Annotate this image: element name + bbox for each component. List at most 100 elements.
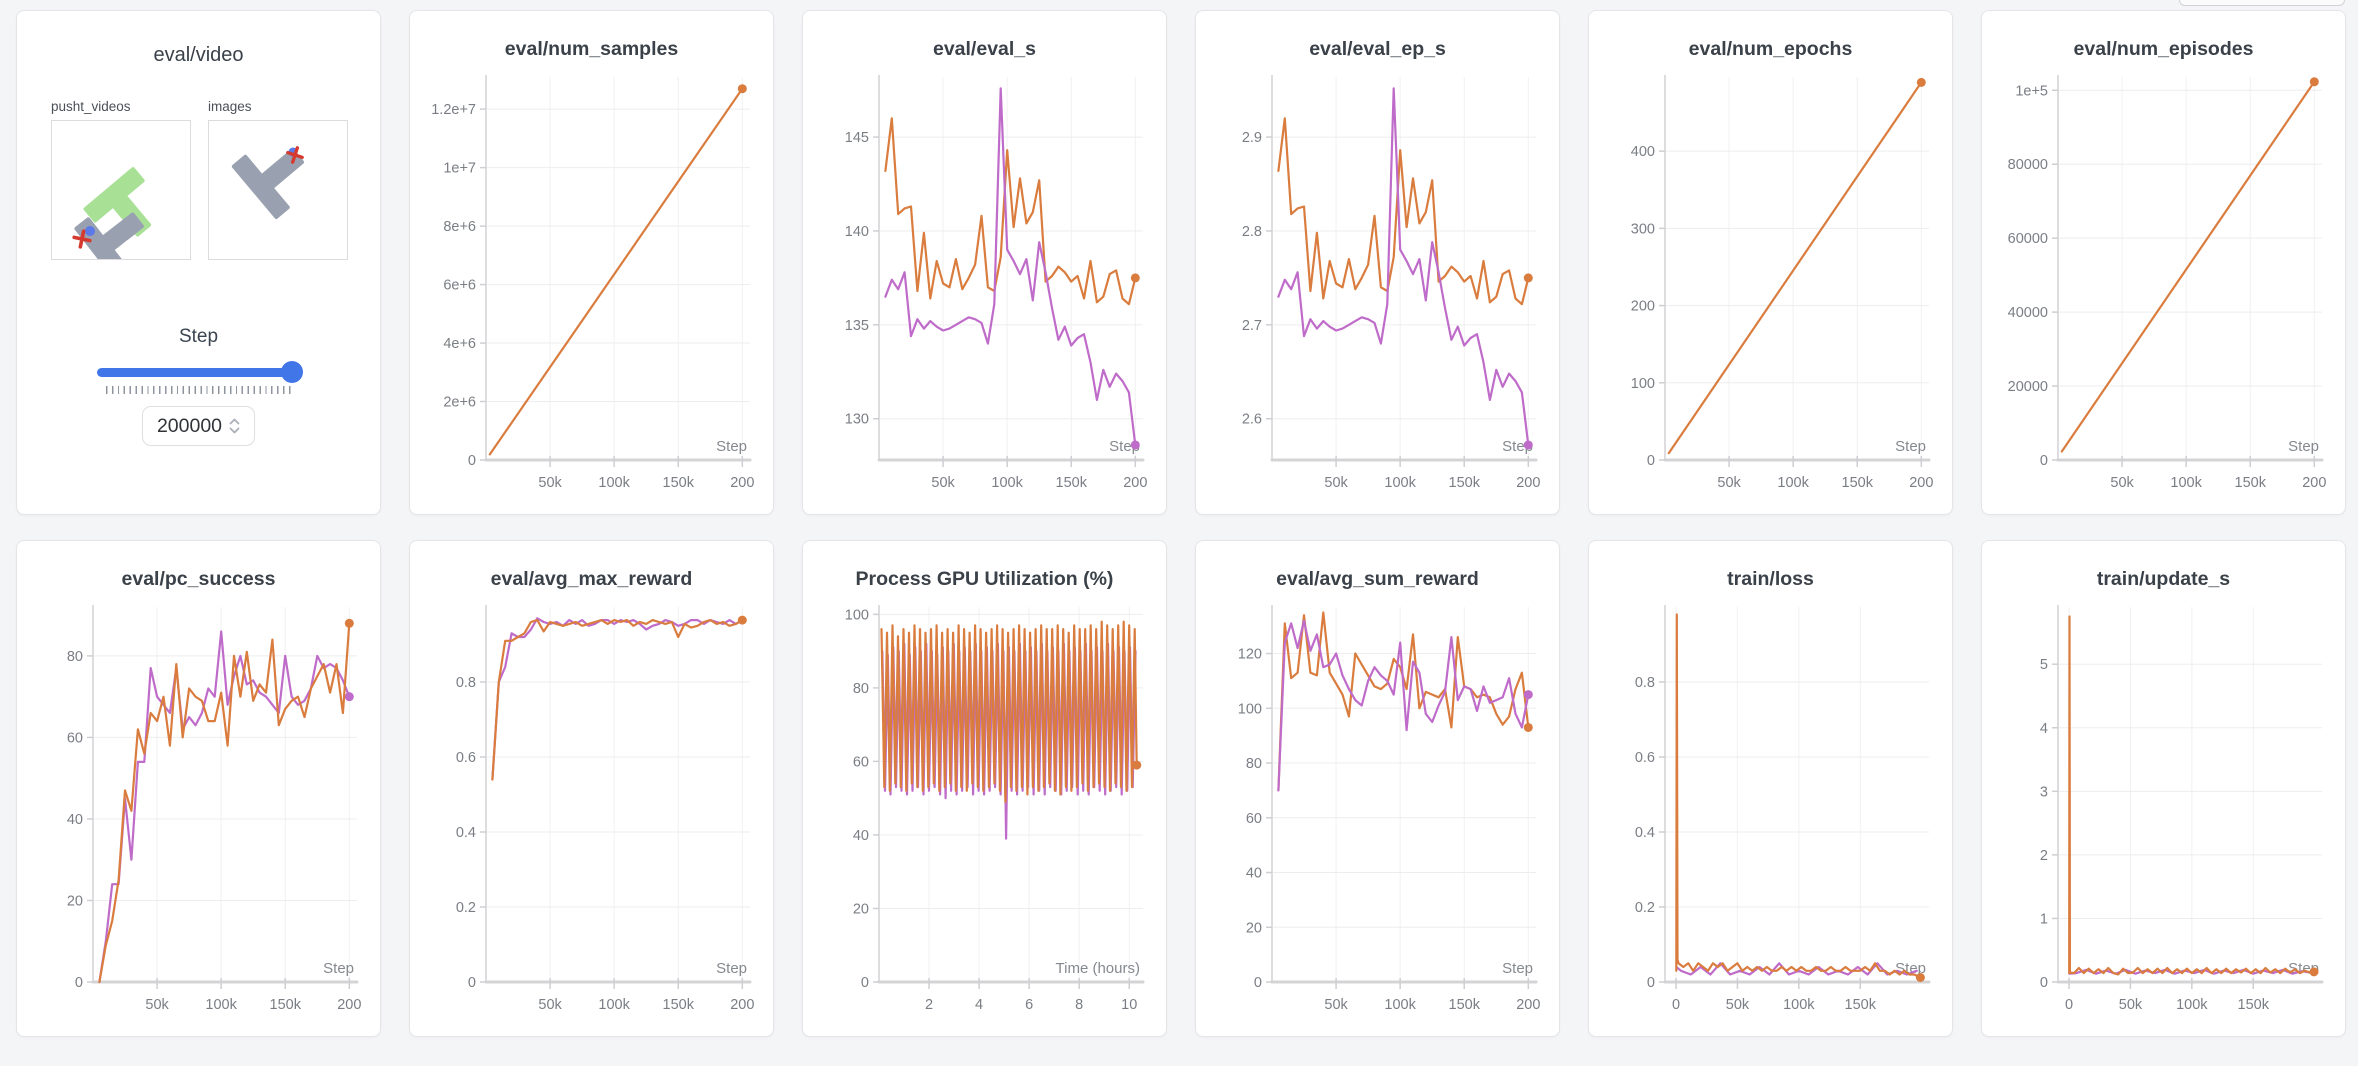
svg-text:80: 80: [853, 681, 869, 697]
svg-text:0: 0: [1647, 453, 1655, 469]
svg-text:300: 300: [1631, 221, 1655, 237]
svg-text:100k: 100k: [1384, 475, 1416, 491]
chart-eval-num-samples[interactable]: 0 2e+6 4e+6 6e+6 8e+6 1e+7 1.2e+7 50k 100k 150k 20…: [424, 69, 761, 504]
svg-text:400: 400: [1631, 144, 1655, 160]
svg-text:0: 0: [468, 975, 476, 991]
svg-text:200: 200: [730, 475, 754, 491]
svg-text:50k: 50k: [2110, 475, 2134, 491]
svg-text:20000: 20000: [2008, 379, 2048, 395]
svg-text:3: 3: [2040, 784, 2048, 800]
panel-eval-pc-success: eval/pc_success 0 20 40 60 80 50k 100k 150k 200 S…: [16, 540, 381, 1037]
chart-title: eval/num_samples: [504, 38, 679, 60]
svg-text:20: 20: [67, 893, 83, 909]
panel-eval-eval-s: eval/eval_s 130 135 140 145 50k 100k 150k 200 St…: [802, 10, 1167, 515]
svg-text:4: 4: [2040, 721, 2048, 737]
svg-text:2.6: 2.6: [1242, 412, 1262, 428]
svg-text:150k: 150k: [663, 475, 695, 491]
chevron-down-icon[interactable]: [229, 427, 240, 434]
media-item: pusht_videos: [51, 99, 191, 280]
step-input[interactable]: 200000: [142, 406, 255, 446]
svg-text:2e+6: 2e+6: [443, 395, 476, 411]
svg-text:Step: Step: [1502, 960, 1533, 977]
chart-title: eval/num_epochs: [1688, 38, 1853, 60]
svg-text:0.4: 0.4: [456, 825, 476, 841]
svg-text:0: 0: [1254, 975, 1262, 991]
svg-text:100k: 100k: [205, 997, 237, 1013]
svg-text:0: 0: [2065, 997, 2073, 1013]
svg-text:20: 20: [853, 901, 869, 917]
svg-text:4: 4: [975, 997, 983, 1013]
chart-title: Process GPU Utilization (%): [855, 568, 1114, 590]
step-slider[interactable]: [96, 361, 303, 383]
svg-text:0.6: 0.6: [456, 750, 476, 766]
svg-text:1.2e+7: 1.2e+7: [431, 102, 476, 118]
svg-text:40: 40: [67, 812, 83, 828]
svg-text:50k: 50k: [931, 475, 955, 491]
chart-title: train/update_s: [2096, 568, 2231, 590]
svg-text:100k: 100k: [2170, 475, 2202, 491]
svg-text:Step: Step: [1895, 438, 1926, 455]
svg-text:130: 130: [845, 412, 869, 428]
svg-text:50k: 50k: [2119, 997, 2143, 1013]
slider-track[interactable]: [96, 368, 301, 377]
pusht-video-thumbnail[interactable]: [51, 120, 191, 280]
chart-title: train/loss: [1727, 568, 1814, 590]
svg-text:200: 200: [2302, 475, 2326, 491]
svg-text:1e+5: 1e+5: [2015, 83, 2048, 99]
panel-eval-avg-max-reward: eval/avg_max_reward 0 0.2 0.4 0.6 0.8 50k 100k…: [409, 540, 774, 1037]
chart-eval-pc-success[interactable]: 0 20 40 60 80 50k 100k 150k 200 Step: [31, 599, 368, 1026]
svg-text:0: 0: [1647, 975, 1655, 991]
svg-text:40000: 40000: [2008, 305, 2048, 321]
panel-gpu-utilization: Process GPU Utilization (%) 0 20 40 60 80 100…: [802, 540, 1167, 1037]
step-input-value[interactable]: 200000: [156, 414, 223, 437]
svg-text:0.6: 0.6: [1635, 750, 1655, 766]
svg-text:60: 60: [1246, 811, 1262, 827]
svg-text:200: 200: [1909, 475, 1933, 491]
svg-text:60: 60: [853, 754, 869, 770]
svg-text:100: 100: [1631, 376, 1655, 392]
svg-text:1: 1: [2040, 911, 2048, 927]
panel-eval-video: eval/video pusht_videos: [16, 10, 381, 515]
svg-text:60000: 60000: [2008, 231, 2048, 247]
chart-eval-num-epochs[interactable]: 0 100 200 300 400 50k 100k 150k 200 Step: [1603, 69, 1940, 504]
svg-text:Step: Step: [716, 960, 747, 977]
chart-eval-avg-sum-reward[interactable]: 0 20 40 60 80 100 120 50k 100k 150k 200 Step: [1210, 599, 1547, 1026]
svg-text:80: 80: [1246, 756, 1262, 772]
svg-text:0: 0: [2040, 453, 2048, 469]
svg-text:100: 100: [845, 607, 869, 623]
svg-text:Step: Step: [716, 438, 747, 455]
media-label: images: [208, 99, 252, 114]
svg-text:100k: 100k: [598, 475, 630, 491]
svg-text:200: 200: [1516, 475, 1540, 491]
images-thumbnail[interactable]: [208, 120, 348, 260]
svg-text:150k: 150k: [1449, 997, 1481, 1013]
svg-text:0.2: 0.2: [1635, 900, 1655, 916]
svg-text:2: 2: [925, 997, 933, 1013]
svg-text:0: 0: [861, 975, 869, 991]
svg-text:20: 20: [1246, 920, 1262, 936]
stepper-arrows[interactable]: [229, 418, 240, 434]
panel-train-loss: train/loss 0 0.2 0.4 0.6 0.8 0 50k 100k 150k Step: [1588, 540, 1953, 1037]
svg-text:50k: 50k: [538, 475, 562, 491]
svg-text:5: 5: [2040, 657, 2048, 673]
chevron-up-icon[interactable]: [229, 418, 240, 425]
chart-process-gpu-utilization[interactable]: 0 20 40 60 80 100 2 4 6 8 10 Time (hours): [817, 599, 1154, 1026]
svg-text:100k: 100k: [1384, 997, 1416, 1013]
svg-text:1e+7: 1e+7: [443, 161, 476, 177]
chart-eval-num-episodes[interactable]: 0 20000 40000 60000 80000 1e+5 50k 100k 150k 200 S…: [1996, 69, 2333, 504]
panel-eval-eval-ep-s: eval/eval_ep_s 2.6 2.7 2.8 2.9 50k 100k 150k 20…: [1195, 10, 1560, 515]
svg-text:0: 0: [2040, 975, 2048, 991]
svg-text:0.8: 0.8: [1635, 675, 1655, 691]
svg-text:2.7: 2.7: [1242, 318, 1262, 334]
svg-text:50k: 50k: [145, 997, 169, 1013]
svg-text:80000: 80000: [2008, 157, 2048, 173]
svg-text:40: 40: [1246, 866, 1262, 882]
svg-text:50k: 50k: [1717, 475, 1741, 491]
chart-eval-avg-max-reward[interactable]: 0 0.2 0.4 0.6 0.8 50k 100k 150k 200 Step: [424, 599, 761, 1026]
slider-thumb[interactable]: [280, 361, 303, 383]
